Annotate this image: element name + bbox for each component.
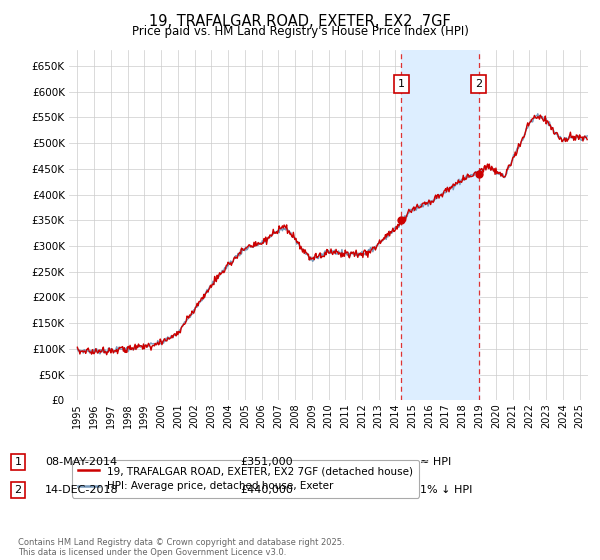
Text: 08-MAY-2014: 08-MAY-2014 — [45, 457, 117, 467]
Bar — [401, 50, 479, 400]
Text: 2: 2 — [475, 79, 482, 89]
Text: 19, TRAFALGAR ROAD, EXETER, EX2  7GF: 19, TRAFALGAR ROAD, EXETER, EX2 7GF — [149, 14, 451, 29]
Text: Price paid vs. HM Land Registry's House Price Index (HPI): Price paid vs. HM Land Registry's House … — [131, 25, 469, 38]
Text: £351,000: £351,000 — [240, 457, 293, 467]
Text: £440,000: £440,000 — [240, 485, 293, 495]
Text: 1% ↓ HPI: 1% ↓ HPI — [420, 485, 472, 495]
Text: Contains HM Land Registry data © Crown copyright and database right 2025.
This d: Contains HM Land Registry data © Crown c… — [18, 538, 344, 557]
Text: ≈ HPI: ≈ HPI — [420, 457, 451, 467]
Legend: 19, TRAFALGAR ROAD, EXETER, EX2 7GF (detached house), HPI: Average price, detach: 19, TRAFALGAR ROAD, EXETER, EX2 7GF (det… — [71, 460, 419, 498]
Text: 1: 1 — [14, 457, 22, 467]
Text: 2: 2 — [14, 485, 22, 495]
Text: 1: 1 — [398, 79, 405, 89]
Text: 14-DEC-2018: 14-DEC-2018 — [45, 485, 119, 495]
